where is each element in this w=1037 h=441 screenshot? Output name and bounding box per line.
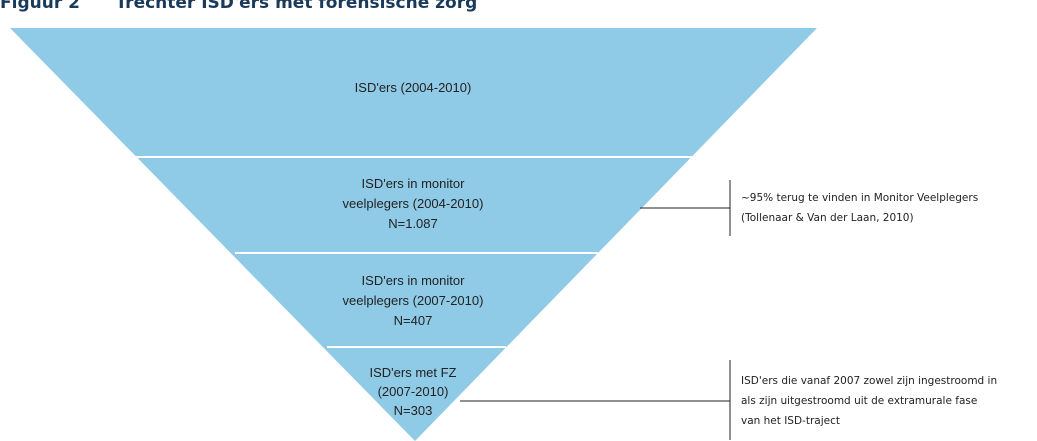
annotation-text: ~95% terug te vinden in Monitor Veelpleg… (741, 192, 978, 204)
title: Figuur 2 Trechter ISD'ers met forensisch… (0, 0, 477, 13)
dividers (136, 156, 692, 348)
level-text: (2007-2010) (378, 384, 449, 399)
level-text: ISD'ers in monitor (362, 273, 466, 288)
level-text: N=1.087 (388, 216, 438, 231)
annotation-text: ISD'ers die vanaf 2007 zowel zijn ingest… (741, 375, 997, 387)
funnel (10, 28, 817, 441)
annotation-text: van het ISD-traject (741, 415, 840, 427)
level-text: ISD'ers (2004-2010) (355, 80, 472, 95)
level-text: veelplegers (2007-2010) (343, 293, 484, 308)
annotation-text: (Tollenaar & Van der Laan, 2010) (741, 212, 914, 224)
connectors (460, 180, 731, 440)
level-text: N=303 (394, 403, 433, 418)
level-text: veelplegers (2004-2010) (343, 196, 484, 211)
level-text: ISD'ers met FZ (370, 365, 457, 380)
annotation-text: als zijn uitgestroomd uit de extramurale… (741, 395, 977, 407)
level-text: N=407 (394, 313, 433, 328)
level-text: ISD'ers in monitor (362, 176, 466, 191)
